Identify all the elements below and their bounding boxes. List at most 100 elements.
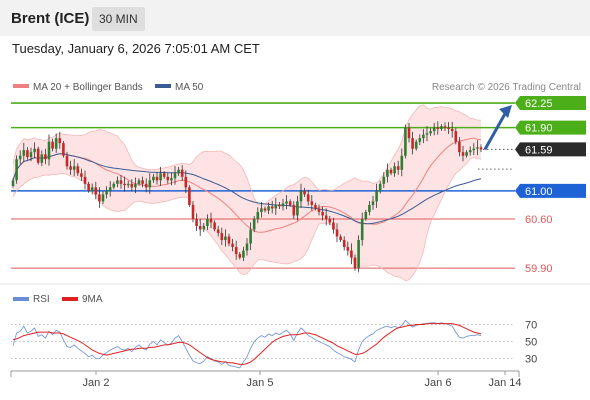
candle-body (69, 166, 72, 170)
candle-body (40, 154, 44, 163)
candle-body (296, 201, 299, 216)
candle-body (303, 190, 306, 195)
candle (292, 201, 296, 219)
candle-body (328, 218, 332, 223)
candle (393, 162, 396, 177)
candle (227, 233, 231, 247)
candle-body (130, 183, 134, 188)
candle-body (461, 152, 465, 156)
candle (256, 207, 260, 224)
candle (324, 208, 328, 226)
candle (22, 142, 26, 163)
candle (357, 235, 360, 273)
candle (314, 202, 317, 211)
candle (216, 225, 220, 237)
candle-body (342, 240, 346, 248)
level-tag (515, 96, 586, 111)
candle-body (425, 133, 429, 135)
candle (224, 229, 227, 247)
candle-body (33, 148, 36, 153)
candle-body (249, 229, 252, 244)
candle (249, 222, 252, 251)
candle (461, 145, 465, 162)
candle-body (252, 218, 256, 230)
candle-body (393, 166, 396, 174)
candle (263, 206, 267, 213)
candle (220, 227, 224, 245)
candle (206, 214, 209, 231)
candle-body (170, 178, 173, 181)
candle (274, 197, 278, 215)
candle (299, 183, 303, 208)
candle (87, 181, 90, 193)
candle-body (51, 141, 54, 149)
chart-datetime: Tuesday, January 6, 2026 7:05:01 AM CET (12, 41, 260, 56)
candle (321, 206, 324, 221)
forecast-arrow-head (499, 105, 512, 119)
candle (472, 143, 476, 156)
level-label-text: 59.90 (525, 263, 553, 275)
candle-body (400, 155, 404, 170)
candle-body (450, 129, 454, 132)
rsi-panel: 70 50 30 (11, 320, 537, 369)
candle-body (112, 183, 116, 188)
moving-averages (12, 104, 482, 282)
candle (267, 202, 270, 214)
rsi-ma-line (12, 323, 482, 365)
candle (29, 147, 33, 162)
candle-body (137, 180, 141, 184)
candle (148, 173, 152, 194)
ma20-legend-swatch (13, 84, 29, 88)
candle-body (378, 183, 382, 191)
level-label-resistance: 62.25 (515, 96, 586, 111)
candle-body (105, 190, 108, 195)
candle (425, 126, 429, 142)
candle-body (260, 208, 263, 212)
candle-body (47, 141, 51, 160)
timeframe-badge[interactable]: 30 MIN (92, 7, 145, 31)
candle-body (324, 215, 328, 219)
candle (69, 160, 72, 175)
candle (414, 139, 418, 151)
candle-body (216, 229, 220, 234)
candle (152, 173, 155, 183)
candle (184, 170, 188, 194)
ma50-legend-swatch (155, 84, 171, 88)
candle-body (278, 204, 281, 207)
candle (360, 212, 364, 246)
candle-body (54, 138, 58, 149)
candle (80, 168, 83, 181)
candle (166, 173, 170, 184)
ma50-legend-label: MA 50 (175, 82, 204, 93)
candle (105, 186, 108, 199)
level-tag (515, 183, 586, 198)
candle (368, 201, 371, 216)
ma20-legend-label: MA 20 + Bollinger Bands (33, 82, 143, 93)
candle (335, 223, 339, 243)
candle-body (44, 154, 47, 160)
candle (144, 178, 148, 193)
time-axis-label: Jan 14 (488, 377, 521, 389)
candle-body (144, 183, 148, 188)
candle (213, 220, 216, 232)
candle (296, 195, 299, 221)
level-label-text: 61.00 (525, 186, 553, 198)
candle (418, 134, 422, 146)
level-label-last: 61.59 (515, 142, 586, 157)
candle-body (422, 134, 425, 139)
candle-body (166, 176, 170, 181)
candle-body (184, 176, 188, 188)
candle (458, 137, 461, 157)
price-levels (11, 102, 515, 269)
candle (26, 147, 29, 160)
candle (479, 144, 483, 153)
copyright-text: Research © 2026 Trading Central (432, 82, 581, 93)
candle-body (375, 190, 378, 202)
candle (51, 138, 54, 152)
candle-body (465, 152, 468, 156)
candle-body (288, 201, 292, 205)
level-tag (515, 142, 586, 157)
candle-body (134, 183, 137, 188)
candle-body (440, 126, 443, 130)
rsi-tick-label: 70 (525, 320, 537, 332)
